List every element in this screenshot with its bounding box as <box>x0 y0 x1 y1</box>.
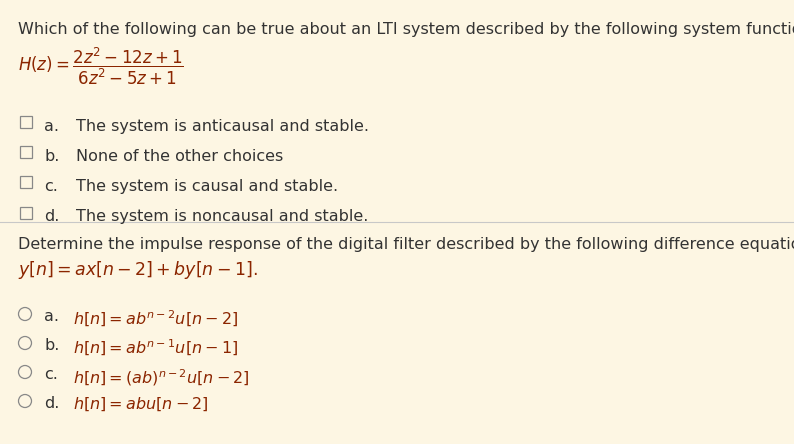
Text: None of the other choices: None of the other choices <box>76 149 283 164</box>
Text: $h[n] = ab^{n-2}u[n-2]$: $h[n] = ab^{n-2}u[n-2]$ <box>73 309 238 329</box>
Text: d.: d. <box>44 209 60 224</box>
Circle shape <box>18 395 32 408</box>
Text: Determine the impulse response of the digital filter described by the following : Determine the impulse response of the di… <box>18 237 794 252</box>
Text: The system is causal and stable.: The system is causal and stable. <box>76 179 338 194</box>
Circle shape <box>18 337 32 349</box>
Circle shape <box>18 308 32 321</box>
Text: b.: b. <box>44 149 60 164</box>
Text: $y[n] = ax[n-2] + by[n-1].$: $y[n] = ax[n-2] + by[n-1].$ <box>18 259 258 281</box>
Text: The system is noncausal and stable.: The system is noncausal and stable. <box>76 209 368 224</box>
Text: c.: c. <box>44 179 58 194</box>
FancyBboxPatch shape <box>20 147 32 159</box>
Text: $h[n] = (ab)^{n-2}u[n-2]$: $h[n] = (ab)^{n-2}u[n-2]$ <box>73 367 249 388</box>
FancyBboxPatch shape <box>20 116 32 128</box>
FancyBboxPatch shape <box>20 177 32 189</box>
Text: a.: a. <box>44 309 59 324</box>
Text: Which of the following can be true about an LTI system described by the followin: Which of the following can be true about… <box>18 22 794 37</box>
Text: $h[n] = ab^{n-1}u[n-1]$: $h[n] = ab^{n-1}u[n-1]$ <box>73 338 238 358</box>
Text: The system is anticausal and stable.: The system is anticausal and stable. <box>76 119 369 134</box>
Text: b.: b. <box>44 338 60 353</box>
Text: a.: a. <box>44 119 59 134</box>
Circle shape <box>18 365 32 378</box>
FancyBboxPatch shape <box>20 206 32 218</box>
Text: d.: d. <box>44 396 60 411</box>
Text: c.: c. <box>44 367 58 382</box>
Text: $H(z) = \dfrac{2z^2-12z+1}{6z^2-5z+1}$: $H(z) = \dfrac{2z^2-12z+1}{6z^2-5z+1}$ <box>18 46 184 87</box>
Text: $h[n] = abu[n-2]$: $h[n] = abu[n-2]$ <box>73 396 209 413</box>
